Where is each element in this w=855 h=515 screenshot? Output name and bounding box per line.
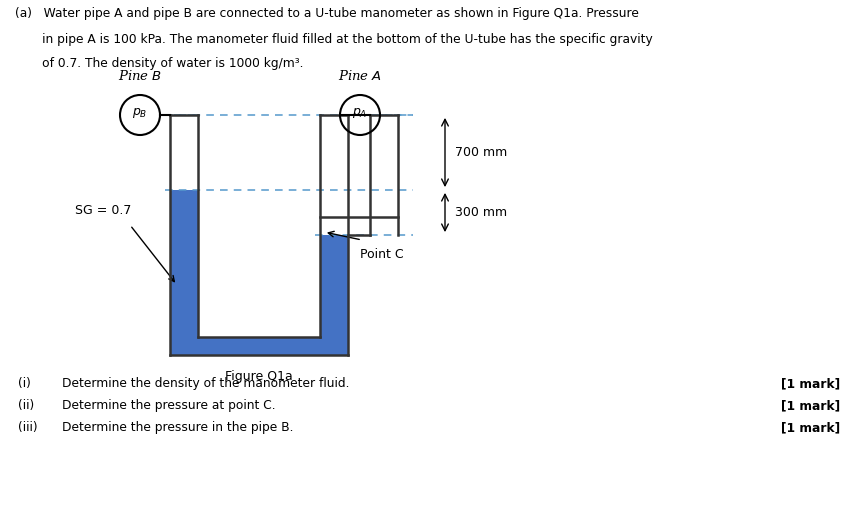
Text: (iii): (iii) [18,421,38,434]
Text: $p_B$: $p_B$ [133,106,148,120]
Text: [1 mark]: [1 mark] [781,399,840,412]
Text: Determine the pressure in the pipe B.: Determine the pressure in the pipe B. [62,421,293,434]
Text: [1 mark]: [1 mark] [781,421,840,434]
Text: Pine $B$: Pine $B$ [118,69,162,83]
Text: [1 mark]: [1 mark] [781,377,840,390]
Text: in pipe A is 100 kPa. The manometer fluid filled at the bottom of the U-tube has: in pipe A is 100 kPa. The manometer flui… [15,33,652,46]
Bar [320,235,348,337]
Text: (ii): (ii) [18,399,34,412]
Bar [170,337,348,355]
Text: $p_A$: $p_A$ [352,106,368,120]
Text: Determine the density of the manometer fluid.: Determine the density of the manometer f… [62,377,350,390]
Text: of 0.7. The density of water is 1000 kg/m³.: of 0.7. The density of water is 1000 kg/… [15,57,304,70]
Text: (a)   Water pipe A and pipe B are connected to a U-tube manometer as shown in Fi: (a) Water pipe A and pipe B are connecte… [15,7,639,20]
Text: SG = 0.7: SG = 0.7 [75,203,132,216]
Bar [170,190,198,337]
Text: 700 mm: 700 mm [455,146,507,159]
Text: Pine $A$: Pine $A$ [338,69,382,83]
Text: 300 mm: 300 mm [455,206,507,219]
Text: (i): (i) [18,377,31,390]
Text: Point C: Point C [360,248,404,261]
Text: Figure Q1a: Figure Q1a [225,370,293,383]
Text: Determine the pressure at point C.: Determine the pressure at point C. [62,399,275,412]
